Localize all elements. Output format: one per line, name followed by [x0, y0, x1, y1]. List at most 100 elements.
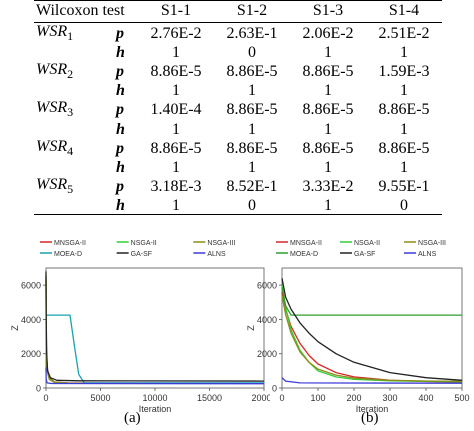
row-stat-label: p — [116, 25, 124, 43]
y-tick-label: 6000 — [21, 281, 41, 291]
y-tick-label: 2000 — [21, 349, 41, 359]
table-cell: 1.59E-3 — [378, 63, 430, 81]
table-cell: 0 — [214, 196, 290, 215]
table-cell: 1 — [324, 120, 332, 138]
table-cell: 9.55E-1 — [378, 177, 430, 195]
table-cell: 1 — [172, 158, 180, 176]
row-group-sub: 5 — [67, 181, 74, 196]
table-row: h 1 1 1 1 — [34, 159, 442, 176]
table-row: h 1 1 1 1 — [34, 82, 442, 99]
y-axis-label: Z — [246, 325, 256, 331]
legend-label: MOEA-D — [290, 251, 318, 258]
convergence-chart-a: MNSGA-II NSGA-II NSGA-III MOEA-D GA-SF ALNS 0 2… — [10, 240, 270, 412]
table-cell: 0 — [248, 44, 256, 62]
table-row: WSR3 p 1.40E-4 8.86E-5 8.86E-5 8.86E-5 — [34, 99, 442, 120]
table-row: WSR5 p 3.18E-3 8.52E-1 3.33E-2 9.55E-1 — [34, 176, 442, 197]
table-cell: 8.86E-5 — [226, 63, 278, 81]
x-tick-label: 100 — [310, 393, 325, 403]
x-tick-label: 300 — [382, 393, 397, 403]
table-row: h 1 1 1 1 — [34, 121, 442, 138]
table-header-row: Wilcoxon test S1-1 S1-2 S1-3 S1-4 — [34, 0, 442, 23]
table-cell: 1 — [138, 196, 214, 215]
header-cell: S1-4 — [366, 0, 442, 23]
series-line — [281, 295, 463, 382]
row-group-base: WSR — [36, 61, 68, 79]
y-tick-label: 4000 — [21, 315, 41, 325]
table-cell: 1 — [324, 44, 332, 62]
row-group-sub: 1 — [67, 29, 74, 44]
table-cell: 1 — [400, 158, 408, 176]
wilcoxon-table-wrap: Wilcoxon test S1-1 S1-2 S1-3 S1-4 WSR1 p 2… — [34, 0, 442, 215]
legend-label: GA-SF — [354, 251, 375, 258]
legend-label: NSGA-II — [354, 240, 380, 247]
table-cell: 1 — [248, 82, 256, 100]
table-cell: 8.86E-5 — [226, 139, 278, 157]
row-group-label: WSR5 — [34, 176, 116, 197]
row-group-label — [34, 44, 116, 61]
x-tick-label: 20000 — [251, 393, 270, 403]
row-group-base: WSR — [36, 99, 68, 117]
table-cell: 1 — [248, 158, 256, 176]
x-tick-label: 5000 — [90, 393, 110, 403]
row-stat-label: p — [116, 101, 124, 119]
table-cell: 1 — [324, 82, 332, 100]
row-group-label — [34, 196, 116, 215]
table-cell: 8.86E-5 — [150, 63, 202, 81]
row-group-label: WSR4 — [34, 138, 116, 159]
table-cell: 1 — [400, 82, 408, 100]
wilcoxon-table: Wilcoxon test S1-1 S1-2 S1-3 S1-4 WSR1 p 2… — [34, 0, 442, 215]
table-cell: 2.63E-1 — [226, 25, 278, 43]
series-line — [46, 314, 264, 384]
x-tick-label: 0 — [279, 393, 284, 403]
table-body: WSR1 p 2.76E-2 2.63E-1 2.06E-2 2.51E-2 h 1 0 1 1 WS… — [34, 23, 442, 215]
series-line — [45, 271, 265, 382]
table-cell: 1 — [400, 44, 408, 62]
row-stat-label: h — [116, 196, 138, 215]
table-cell: 1 — [248, 120, 256, 138]
row-stat-label: h — [116, 82, 125, 100]
y-tick-label: 6000 — [257, 281, 277, 291]
row-group-label: WSR1 — [34, 23, 116, 45]
table-cell: 8.86E-5 — [378, 139, 430, 157]
row-group-base: WSR — [36, 137, 68, 155]
table-cell: 2.76E-2 — [150, 25, 202, 43]
row-group-base: WSR — [36, 175, 68, 193]
caption-a: (a) — [124, 410, 141, 426]
row-stat-label: p — [116, 177, 124, 195]
table-cell: 1 — [324, 158, 332, 176]
row-group-label: WSR2 — [34, 61, 116, 82]
legend-label: NSGA-III — [418, 240, 446, 247]
row-group-sub: 3 — [67, 105, 74, 120]
x-tick-label: 500 — [454, 393, 469, 403]
table-cell: 8.86E-5 — [302, 139, 354, 157]
plot-frame — [281, 267, 463, 389]
x-axis-label: Iteration — [356, 404, 389, 412]
series-line — [281, 278, 463, 381]
row-group-label — [34, 121, 116, 138]
row-group-sub: 2 — [67, 67, 74, 82]
row-group-sub: 4 — [67, 143, 74, 158]
x-tick-label: 0 — [43, 393, 48, 403]
table-row: WSR1 p 2.76E-2 2.63E-1 2.06E-2 2.51E-2 — [34, 23, 442, 45]
table-row: h 1 0 1 1 — [34, 44, 442, 61]
caption-b: (b) — [361, 410, 379, 426]
table-cell: 1 — [172, 120, 180, 138]
series-line — [281, 286, 462, 316]
table-cell: 1.40E-4 — [150, 101, 202, 119]
table-row: WSR4 p 8.86E-5 8.86E-5 8.86E-5 8.86E-5 — [34, 138, 442, 159]
table-cell: 1 — [290, 196, 366, 215]
x-tick-label: 200 — [346, 393, 361, 403]
table-cell: 8.86E-5 — [226, 101, 278, 119]
row-stat-label: p — [116, 139, 124, 157]
y-tick-label: 4000 — [257, 315, 277, 325]
series-line — [281, 377, 463, 384]
legend-label: NSGA-III — [207, 240, 235, 247]
table-cell: 1 — [172, 82, 180, 100]
header-cell: S1-2 — [214, 0, 290, 23]
row-group-label — [34, 82, 116, 99]
row-stat-label: h — [116, 158, 125, 176]
table-cell: 8.52E-1 — [226, 177, 278, 195]
table-cell: 3.33E-2 — [302, 177, 354, 195]
row-stat-label: p — [116, 63, 124, 81]
